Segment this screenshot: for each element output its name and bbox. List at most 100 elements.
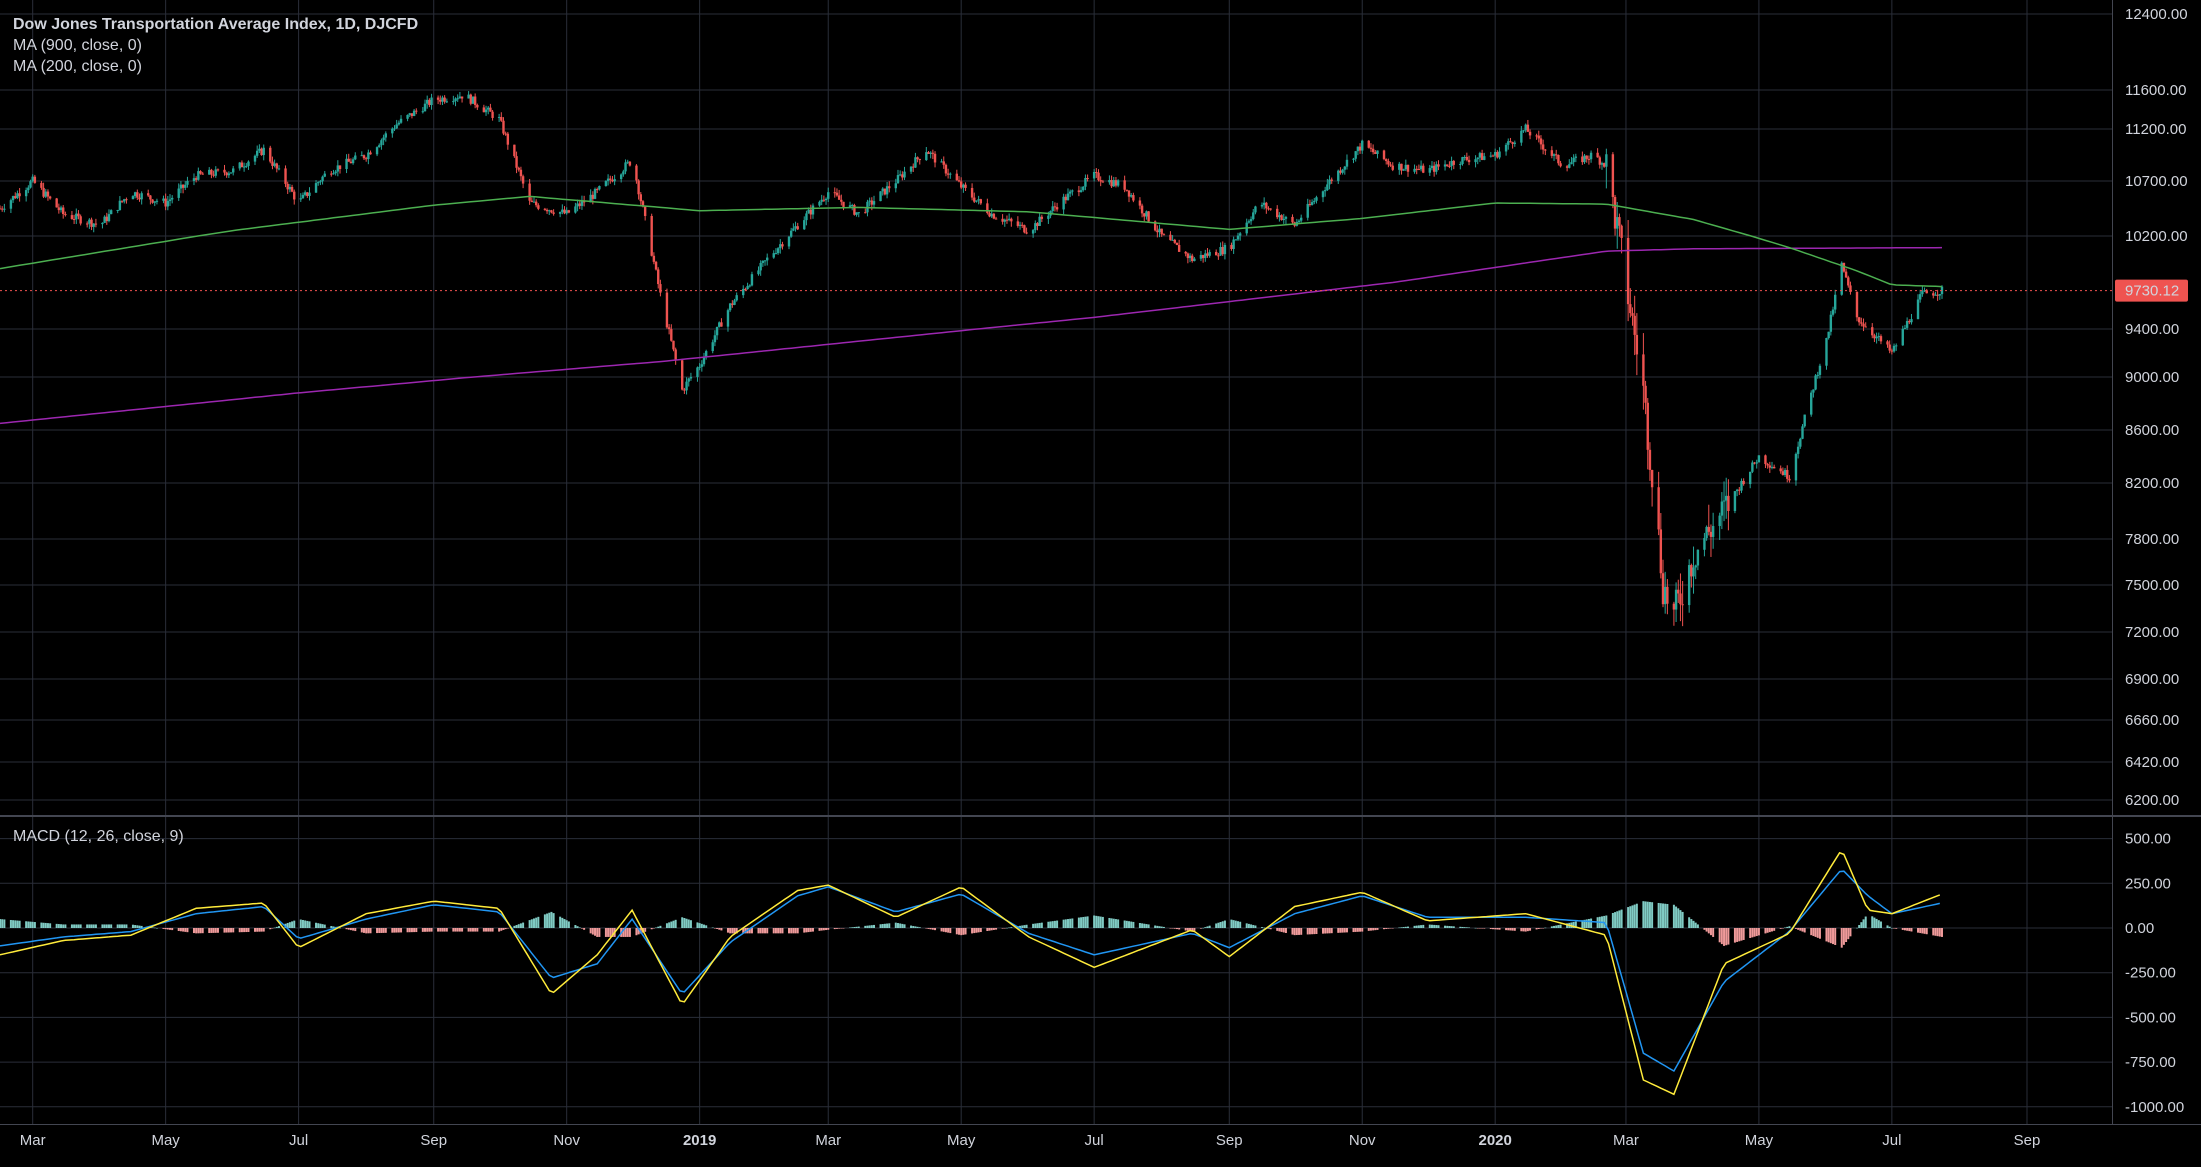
candle-body bbox=[1635, 334, 1639, 355]
candle-body bbox=[842, 201, 845, 207]
candle bbox=[515, 151, 518, 174]
macd-histogram-bar bbox=[567, 921, 570, 928]
candle bbox=[883, 188, 887, 196]
macd-legend-label[interactable]: MACD (12, 26, close, 9) bbox=[13, 828, 184, 845]
macd-histogram-bar bbox=[1614, 912, 1617, 928]
macd-histogram-bar bbox=[781, 928, 784, 934]
macd-histogram-bar bbox=[1047, 921, 1050, 928]
candle-body bbox=[990, 213, 993, 217]
candle-body bbox=[1376, 150, 1379, 154]
macd-histogram-bar bbox=[838, 928, 841, 929]
candle bbox=[1681, 580, 1684, 627]
candle-body bbox=[1812, 389, 1815, 393]
macd-histogram-bar bbox=[700, 923, 703, 928]
macd-histogram-bar bbox=[105, 924, 108, 928]
ma200-legend[interactable]: MA (200, close, 0) bbox=[13, 58, 142, 75]
candle-body bbox=[1158, 228, 1161, 233]
candle-body bbox=[1687, 565, 1691, 606]
macd-histogram-bar bbox=[25, 921, 28, 928]
macd-histogram-bar bbox=[665, 923, 668, 928]
price-tick-label: 7800.00 bbox=[2125, 531, 2179, 548]
candle bbox=[949, 172, 952, 179]
candle-body bbox=[273, 163, 276, 166]
ma900-legend[interactable]: MA (900, close, 0) bbox=[13, 37, 142, 54]
macd-histogram-bar bbox=[393, 928, 396, 933]
candle bbox=[151, 199, 154, 204]
candle-body bbox=[247, 161, 250, 166]
candle-body bbox=[742, 288, 745, 296]
candle-body bbox=[1055, 207, 1059, 210]
candle-body bbox=[18, 193, 21, 197]
macd-tick-label: -500.00 bbox=[2125, 1009, 2176, 1026]
candle-body bbox=[519, 169, 523, 177]
candle bbox=[1367, 140, 1370, 149]
macd-histogram-bar bbox=[1877, 920, 1880, 928]
macd-histogram-bar bbox=[1145, 924, 1148, 928]
macd-histogram-bar bbox=[1513, 928, 1516, 931]
candle bbox=[131, 195, 135, 200]
candle bbox=[824, 197, 828, 205]
candle-body bbox=[1385, 159, 1388, 162]
candle-body bbox=[1742, 480, 1745, 485]
price-tick-label: 6660.00 bbox=[2125, 712, 2179, 729]
macd-histogram-bar bbox=[1694, 922, 1697, 928]
candle-body bbox=[545, 209, 549, 212]
candle bbox=[545, 208, 549, 214]
candle-body bbox=[1034, 223, 1037, 231]
candle bbox=[16, 190, 19, 200]
candle bbox=[227, 171, 231, 178]
candle-body bbox=[1692, 567, 1695, 577]
candle bbox=[639, 192, 642, 205]
candle bbox=[1803, 414, 1806, 428]
candle-body bbox=[0, 208, 2, 210]
candle-body bbox=[1077, 190, 1081, 193]
candle-body bbox=[977, 199, 980, 201]
candle-body bbox=[933, 153, 937, 163]
macd-histogram-bar bbox=[604, 928, 607, 937]
candle-body bbox=[1587, 158, 1591, 160]
candle-body bbox=[517, 167, 520, 170]
candle-body bbox=[1611, 154, 1615, 197]
candle-body bbox=[1252, 212, 1255, 220]
macd-histogram-bar bbox=[1587, 918, 1590, 928]
candle-body bbox=[1177, 244, 1181, 252]
candle bbox=[733, 298, 736, 306]
macd-histogram-bar bbox=[772, 928, 775, 934]
candle-body bbox=[929, 152, 932, 154]
candle-body bbox=[901, 174, 904, 178]
candle bbox=[1443, 160, 1447, 171]
macd-histogram-bar bbox=[825, 928, 828, 931]
candle bbox=[338, 165, 342, 174]
macd-histogram-bar bbox=[1662, 903, 1665, 928]
chart-title[interactable]: Dow Jones Transportation Average Index, … bbox=[13, 16, 419, 33]
candle bbox=[872, 195, 876, 208]
candle bbox=[1467, 155, 1471, 166]
candle bbox=[314, 180, 318, 193]
price-tick-label: 11200.00 bbox=[2125, 121, 2186, 138]
candle bbox=[1352, 157, 1355, 164]
candle bbox=[1522, 130, 1525, 133]
candle-body bbox=[1620, 225, 1623, 238]
macd-histogram-bar bbox=[195, 928, 198, 934]
macd-histogram-bar bbox=[349, 928, 352, 931]
candle bbox=[168, 194, 172, 206]
candle-body bbox=[216, 169, 220, 171]
candle-body bbox=[1260, 204, 1264, 207]
candle-body bbox=[1413, 168, 1416, 172]
macd-histogram-bar bbox=[73, 924, 76, 928]
candle bbox=[1611, 152, 1615, 209]
candle bbox=[1511, 141, 1514, 149]
candle bbox=[1663, 571, 1667, 614]
macd-histogram-bar bbox=[1189, 928, 1192, 932]
candle bbox=[1339, 167, 1342, 175]
candle-body bbox=[748, 285, 751, 287]
candle bbox=[944, 163, 948, 177]
candle bbox=[1921, 286, 1924, 297]
macd-histogram-bar bbox=[1794, 928, 1797, 929]
candle-body bbox=[1483, 156, 1486, 160]
candle-body bbox=[181, 184, 185, 188]
macd-histogram-bar bbox=[790, 928, 793, 934]
candle bbox=[360, 151, 364, 157]
